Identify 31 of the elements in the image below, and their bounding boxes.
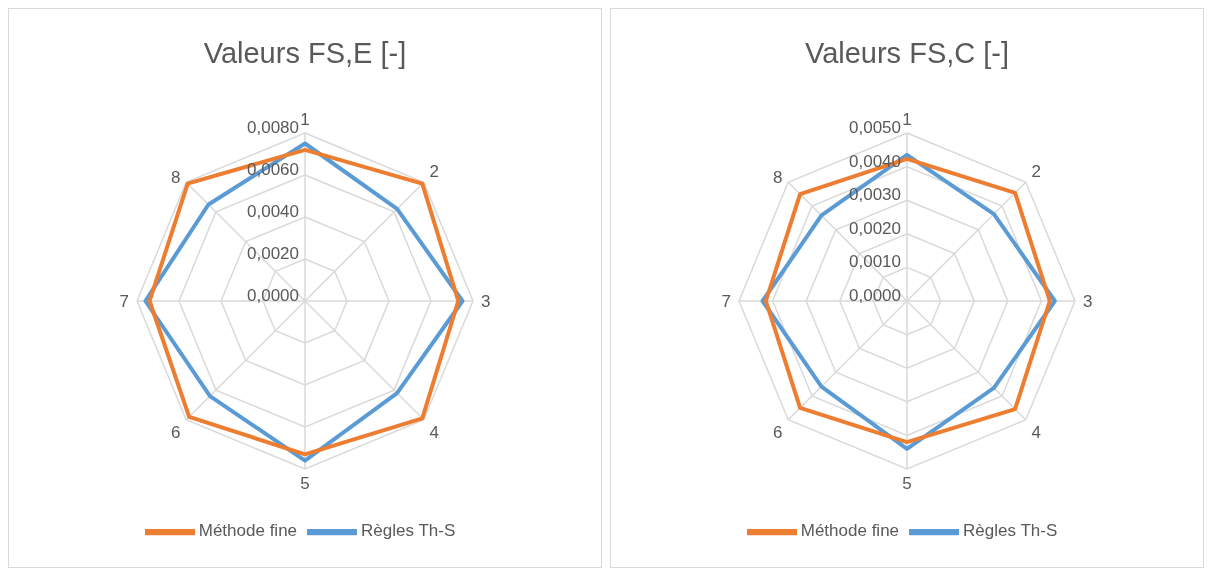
y-tick-label: 0,0050 <box>849 118 901 137</box>
y-tick-label: 0,0030 <box>849 185 901 205</box>
y-tick-label: 0,0000 <box>247 286 299 305</box>
y-tick-label: 0,0020 <box>247 244 299 263</box>
spoke-label: 2 <box>429 161 439 181</box>
chart-title: Valeurs FS,C [-] <box>803 36 1011 71</box>
y-tick-label: 0,0040 <box>247 202 299 221</box>
spoke-label: 1 <box>902 110 912 129</box>
legend-label: Règles Th-S <box>963 521 1058 541</box>
spoke-label: 3 <box>481 292 491 312</box>
spoke-label: 5 <box>300 474 310 494</box>
legend-label: Règles Th-S <box>361 521 456 541</box>
legend-label: Méthode fine <box>800 521 900 541</box>
y-tick-label: 0,0000 <box>849 286 901 305</box>
spoke-label: 2 <box>1031 161 1041 181</box>
chart-title: Valeurs FS,E [-] <box>202 36 408 71</box>
spoke-label: 6 <box>773 422 783 442</box>
spoke-label: 3 <box>1083 292 1093 312</box>
spoke-label: 8 <box>773 167 783 187</box>
y-tick-label: 0,0080 <box>247 118 299 137</box>
y-tick-label: 0,0020 <box>849 218 901 238</box>
spoke-label: 7 <box>721 292 731 312</box>
spoke-label: 8 <box>171 167 181 187</box>
spoke-label: 7 <box>119 292 129 312</box>
y-tick-label: 0,0010 <box>849 252 901 272</box>
spoke-label: 4 <box>1031 422 1041 442</box>
spoke-label: 4 <box>429 422 439 442</box>
spoke-label: 5 <box>902 474 912 494</box>
legend-label: Méthode fine <box>198 521 298 541</box>
spoke-label: 1 <box>300 110 310 129</box>
spoke-label: 6 <box>171 422 181 442</box>
